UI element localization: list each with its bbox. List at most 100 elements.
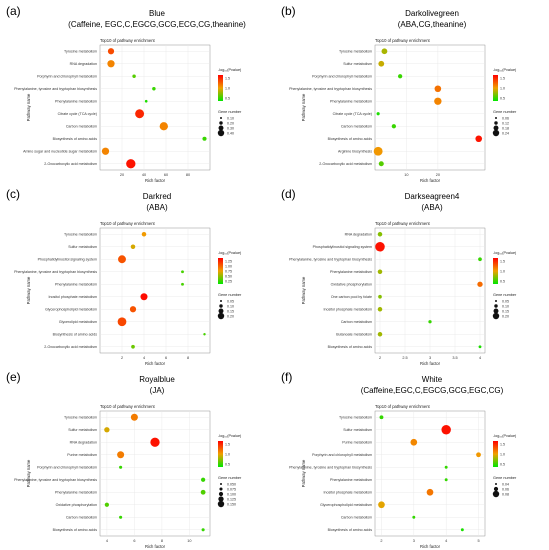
color-legend-title: -log₁₀(Pvalue) — [218, 434, 242, 438]
size-legend-label: 0.40 — [227, 131, 234, 135]
x-tick-label: 4 — [143, 356, 145, 360]
category-label: Phenylalanine metabolism — [330, 100, 372, 104]
x-tick-label: 3.5 — [452, 356, 457, 360]
size-legend-dot — [220, 117, 222, 119]
category-label: Phenylalanine metabolism — [330, 270, 372, 274]
panel-label: (b) — [281, 4, 296, 18]
size-legend-label: 0.04 — [502, 482, 509, 486]
color-legend-tick: 0.5 — [225, 462, 230, 466]
size-legend-dot — [218, 308, 224, 314]
data-point — [478, 345, 482, 349]
data-point — [131, 344, 135, 349]
chart-svg: Top10 of pathway enrichment Tyrosine meta… — [14, 404, 242, 549]
category-label: Phenylalanine metabolism — [55, 283, 97, 287]
color-legend-tick: 1.0 — [500, 86, 505, 90]
data-point — [150, 437, 160, 447]
size-legend-dot — [217, 500, 225, 508]
size-legend-label: 0.30 — [227, 126, 234, 130]
data-point — [119, 515, 123, 519]
data-point — [129, 306, 137, 313]
chart-panel: (f) White (Caffeine,EGC,C,EGCG,GCG,EGC,CG)… — [275, 366, 549, 549]
category-label: Sulfur metabolism — [343, 62, 372, 66]
category-label: Phenylalanine, tyrosine and tryptophan b… — [289, 258, 372, 262]
chart-panel: (b) Darkolivegreen (ABA,CG,theanine) Top10 … — [275, 0, 549, 183]
size-legend-label: 0.10 — [227, 304, 234, 308]
data-point — [141, 231, 147, 237]
size-legend-dot — [217, 312, 225, 320]
category-label: Sulfur metabolism — [343, 428, 372, 432]
size-legend-label: 0.05 — [502, 299, 509, 303]
x-axis-label: Rich factor — [145, 544, 166, 549]
data-point — [101, 147, 110, 155]
size-legend-label: 0.075 — [227, 487, 236, 491]
chart-panel: (c) Darkred (ABA) Top10 of pathway enrichme… — [0, 183, 274, 366]
color-legend-tick: 0.5 — [225, 96, 230, 100]
size-legend-dot — [495, 117, 497, 119]
category-label: Phenylalanine, tyrosine and tryptophan b… — [289, 87, 372, 91]
data-point — [152, 87, 156, 91]
data-point — [478, 257, 482, 262]
data-point — [159, 122, 168, 131]
color-legend-tick: 1.25 — [225, 259, 232, 263]
data-point — [378, 60, 385, 67]
data-point — [412, 515, 416, 519]
size-legend-dot — [492, 490, 500, 498]
size-legend-dot — [495, 483, 497, 485]
x-tick-label: 10 — [187, 539, 191, 543]
chart-title: Darkolivegreen — [405, 9, 459, 18]
plot-title: Top10 of pathway enrichment — [100, 38, 156, 43]
size-legend-label: 0.125 — [227, 497, 236, 501]
y-axis-label: Pathway name — [301, 276, 306, 304]
data-point — [181, 270, 184, 274]
size-legend-label: 0.15 — [227, 309, 234, 313]
data-point — [378, 161, 384, 167]
color-legend-bar — [218, 75, 223, 101]
size-legend-dot — [493, 125, 499, 131]
x-tick-label: 4 — [445, 539, 447, 543]
category-label: Citrate cycle (TCA cycle) — [333, 112, 372, 116]
size-legend-dot — [492, 129, 500, 137]
category-label: Citrate cycle (TCA cycle) — [58, 112, 97, 116]
chart-title: Darkred — [142, 192, 172, 201]
color-legend-tick: 1.5 — [225, 76, 230, 80]
data-point — [201, 477, 206, 482]
size-legend-label: 0.20 — [227, 314, 234, 318]
chart-svg: Top10 of pathway enrichment Tyrosine meta… — [289, 404, 517, 549]
x-tick-label: 60 — [164, 173, 168, 177]
data-point — [475, 135, 483, 143]
x-tick-label: 3 — [413, 539, 415, 543]
data-point — [203, 333, 206, 336]
data-point — [434, 85, 442, 93]
size-legend-label: 0.06 — [502, 487, 509, 491]
chart-panel: (d) Darkseagreen4 (ABA) Top10 of pathway en… — [275, 183, 549, 366]
category-label: Amino sugar and nucleotide sugar metabol… — [23, 150, 97, 154]
data-point — [410, 438, 418, 446]
category-label: Tyrosine metabolism — [64, 50, 97, 54]
y-axis-label: Pathway name — [301, 93, 306, 121]
chart-title: Royalblue — [139, 375, 175, 384]
x-tick-label: 20 — [436, 173, 440, 177]
size-legend-title: Gene number — [493, 293, 517, 297]
category-label: Phenylalanine metabolism — [55, 100, 97, 104]
color-legend-tick: 0.5 — [500, 96, 505, 100]
category-label: Phosphatidylinositol signaling system — [38, 258, 97, 262]
chart-panel: (a) Blue (Caffeine, EGC,C,EGCG,GCG,ECG,CG,… — [0, 0, 274, 183]
size-legend-dot — [220, 300, 222, 302]
color-legend-title: -log₁₀(Pvalue) — [493, 251, 517, 255]
data-point — [434, 97, 442, 105]
x-axis-label: Rich factor — [420, 361, 441, 366]
category-label: RNA degradation — [70, 62, 97, 66]
color-legend-tick: 0.75 — [225, 269, 232, 273]
color-legend-tick: 1.0 — [500, 452, 505, 456]
size-legend-label: 0.24 — [502, 131, 509, 135]
category-label: Biosynthesis of amino acids — [328, 137, 373, 141]
category-label: Phenylalanine, tyrosine and tryptophan b… — [14, 87, 97, 91]
data-point — [444, 478, 448, 482]
color-legend-tick: 1.00 — [225, 264, 232, 268]
chart-svg: Top10 of pathway enrichment RNA degradati… — [289, 221, 517, 366]
color-legend-bar — [493, 258, 498, 284]
data-point — [119, 465, 123, 469]
color-legend-bar — [493, 75, 498, 101]
data-point — [200, 489, 206, 495]
